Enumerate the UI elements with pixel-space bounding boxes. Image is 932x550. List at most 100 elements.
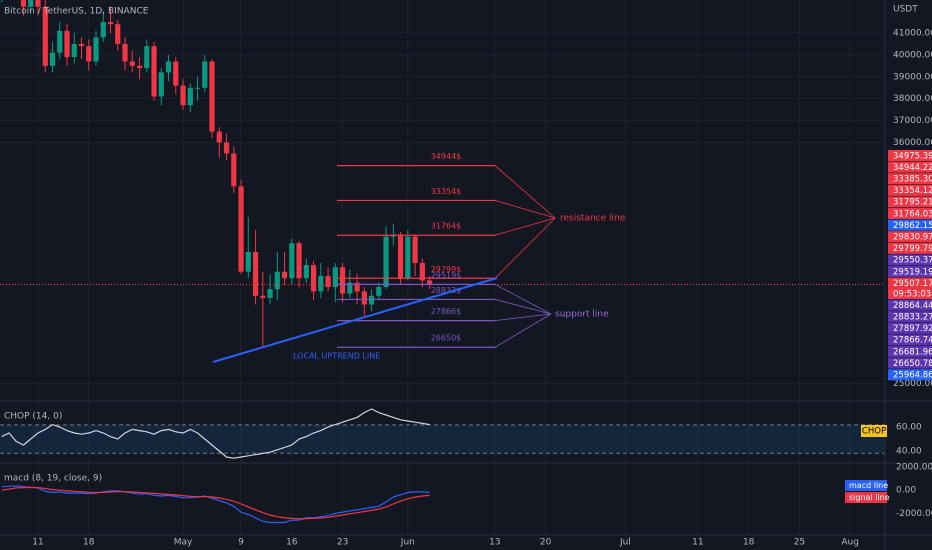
level-label: 26650$ <box>431 334 462 343</box>
candle-body <box>202 61 208 88</box>
price-tag-label: 29830.97 <box>893 233 932 243</box>
price-tag <box>888 357 932 369</box>
price-tag <box>888 311 932 323</box>
x-tick-label: 25 <box>794 538 805 548</box>
x-tick-label: 9 <box>238 538 244 548</box>
candle-body <box>296 243 302 279</box>
price-tag-label: 33385.30 <box>893 175 932 185</box>
candle-body <box>115 24 121 44</box>
indicator-panes <box>0 408 885 524</box>
candle-body <box>20 0 27 7</box>
level-label: 28833$ <box>431 286 462 295</box>
candle-body <box>419 262 425 281</box>
price-tag <box>888 173 932 185</box>
level-label: 27866$ <box>431 307 462 316</box>
x-tick-label: 20 <box>540 538 552 548</box>
candle-body <box>42 6 48 66</box>
grid <box>0 0 885 535</box>
candle-body <box>223 142 230 154</box>
x-tick-label: 18 <box>83 538 95 548</box>
x-tick-label: 11 <box>692 538 703 548</box>
candle-body <box>165 61 172 73</box>
pointer-arrow <box>494 284 552 315</box>
price-tag-label: 26650.78 <box>893 359 932 369</box>
x-tick-label: 16 <box>286 538 298 548</box>
price-tag <box>888 161 932 173</box>
candle-body <box>129 61 135 66</box>
chart-title: Bitcoin / TetherUS, 1D, BINANCE <box>4 7 149 17</box>
price-tag-label: 29519.19 <box>893 267 932 277</box>
price-tag <box>888 346 932 357</box>
pointer-arrow <box>494 313 552 348</box>
candle-body <box>310 265 317 292</box>
candle-body <box>122 43 128 62</box>
candle-body <box>303 265 309 279</box>
legend-label: macd line <box>849 481 888 490</box>
price-tag-label: 29799.79 <box>893 244 932 254</box>
candle-body <box>64 30 70 58</box>
candle-body <box>405 236 411 279</box>
y-tick-label: 0.00 <box>896 486 916 496</box>
price-tag-label: 29507.17 <box>893 279 932 289</box>
legend-label: signal line <box>849 493 890 502</box>
price-tag-label: 26681.96 <box>893 347 932 357</box>
indicator-line <box>1 408 430 459</box>
price-tag-label: 25964.86 <box>893 371 932 381</box>
macd-title: macd (8, 19, close, 9) <box>4 474 102 484</box>
indicator-line <box>1 485 430 524</box>
price-tag-label: 29862.15 <box>893 221 932 231</box>
candle-body <box>231 153 237 187</box>
y-tick-label: 60.00 <box>896 423 922 433</box>
candle-body <box>274 271 280 290</box>
candle-body <box>187 87 193 106</box>
y-tick-label: 25000.00 <box>893 379 932 389</box>
candle-body <box>289 243 295 279</box>
y-tick-label: 36000.00 <box>893 138 932 148</box>
chop-title: CHOP (14, 0) <box>4 412 62 422</box>
candle-body <box>78 43 85 47</box>
candle-body <box>151 46 157 97</box>
candle-body <box>325 276 331 288</box>
candle-body <box>71 43 77 58</box>
price-tag-label: 33354.12 <box>893 186 932 196</box>
chop-tag <box>861 425 887 437</box>
x-tick-label: 18 <box>743 538 755 548</box>
price-tag <box>888 231 932 243</box>
price-tag-label: 29550.37 <box>893 256 932 266</box>
chop-tag-label: CHOP <box>862 427 886 437</box>
x-tick-label: May <box>174 538 193 548</box>
candle-body <box>397 234 404 279</box>
candle-body <box>332 267 338 288</box>
legend-swatch <box>845 480 887 491</box>
pointer-arrow <box>494 200 556 219</box>
level-label: 29799$ <box>431 265 462 274</box>
level-label: 33354$ <box>431 187 462 196</box>
candle-body <box>412 236 418 263</box>
candle-body <box>347 282 353 294</box>
price-tag <box>888 219 932 231</box>
candle-body <box>49 52 56 66</box>
pointer-arrow <box>494 299 552 315</box>
trend-line <box>212 277 498 363</box>
candle-body <box>209 61 215 132</box>
candle-body <box>28 0 34 7</box>
candle-body <box>238 186 244 272</box>
price-tag <box>888 242 932 254</box>
level-label: 34944$ <box>431 152 462 161</box>
price-tag-label: 34944.22 <box>893 163 932 173</box>
price-tag <box>888 299 932 311</box>
pointer-arrow <box>494 165 556 219</box>
price-tag <box>888 334 932 346</box>
candle-body <box>339 267 346 294</box>
y-tick-label: 37000.00 <box>893 116 932 126</box>
candle-body <box>260 295 266 298</box>
candle-body <box>158 72 164 97</box>
price-tag-label: 27897.92 <box>893 324 932 334</box>
candle-body <box>426 280 433 285</box>
candle-body <box>354 282 360 292</box>
x-tick-label: 11 <box>32 538 43 548</box>
y-tick-label: 40.00 <box>896 447 922 457</box>
price-tag <box>888 208 932 219</box>
x-tick-label: Jun <box>400 538 415 548</box>
